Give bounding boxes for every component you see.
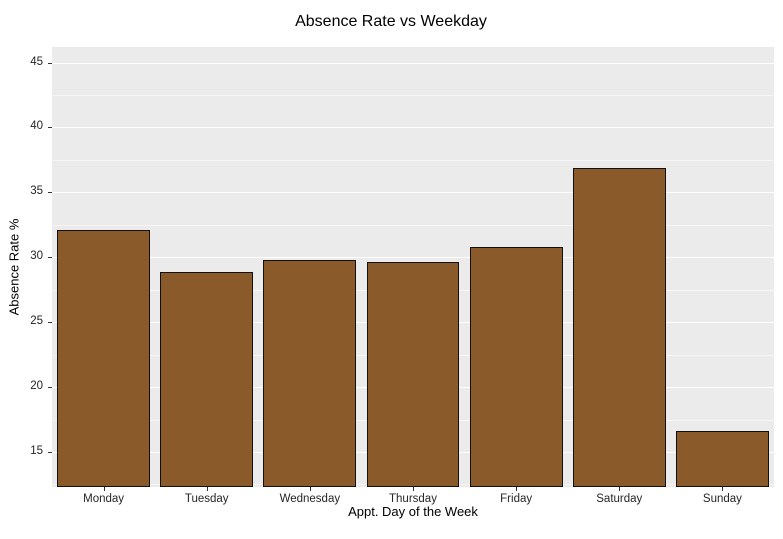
- bar-friday: [469, 246, 563, 487]
- y-tick-mark: [48, 127, 52, 129]
- x-tick-label: Wednesday: [279, 493, 341, 505]
- x-tick-label: Tuesday: [184, 493, 229, 505]
- y-tick-label: 15: [30, 444, 43, 457]
- chart-title: Absence Rate vs Weekday: [295, 13, 487, 30]
- gridline-major: [52, 62, 774, 64]
- y-tick-mark: [48, 192, 52, 194]
- x-tick-label: Thursday: [389, 493, 437, 505]
- y-tick-label: 20: [30, 380, 43, 393]
- gridline-minor: [52, 159, 774, 161]
- gridline-major: [52, 257, 774, 259]
- bar-thursday: [366, 262, 460, 487]
- y-tick-mark: [48, 62, 52, 64]
- plot-area: [52, 47, 774, 487]
- y-axis-title: Absence Rate %: [6, 218, 22, 316]
- bar-wednesday: [263, 259, 357, 487]
- gridline-major: [52, 192, 774, 194]
- x-tick-label: Monday: [83, 493, 125, 505]
- x-tick-mark: [722, 487, 724, 491]
- x-tick-mark: [309, 487, 311, 491]
- x-tick-mark: [619, 487, 621, 491]
- x-tick-mark: [206, 487, 208, 491]
- x-axis-title: Appt. Day of the Week: [348, 504, 478, 519]
- y-tick-label: 35: [30, 185, 43, 198]
- bar-tuesday: [160, 271, 254, 487]
- gridline-minor: [52, 95, 774, 97]
- x-tick-label: Sunday: [702, 493, 742, 505]
- y-tick-label: 25: [30, 315, 43, 328]
- gridline-major: [52, 127, 774, 129]
- y-tick-mark: [48, 451, 52, 453]
- gridline-minor: [52, 224, 774, 226]
- y-tick-label: 40: [30, 120, 43, 133]
- bar-monday: [57, 230, 150, 487]
- y-tick-label: 45: [30, 55, 43, 68]
- x-tick-label: Saturday: [596, 493, 643, 505]
- bar-sunday: [676, 431, 769, 487]
- y-tick-label: 30: [30, 250, 43, 263]
- x-tick-mark: [516, 487, 518, 491]
- y-tick-mark: [48, 322, 52, 324]
- x-tick-label: Friday: [500, 493, 533, 505]
- y-tick-mark: [48, 257, 52, 259]
- bar-saturday: [572, 167, 666, 487]
- x-tick-mark: [413, 487, 414, 491]
- x-tick-mark: [103, 487, 105, 491]
- y-tick-mark: [48, 387, 52, 389]
